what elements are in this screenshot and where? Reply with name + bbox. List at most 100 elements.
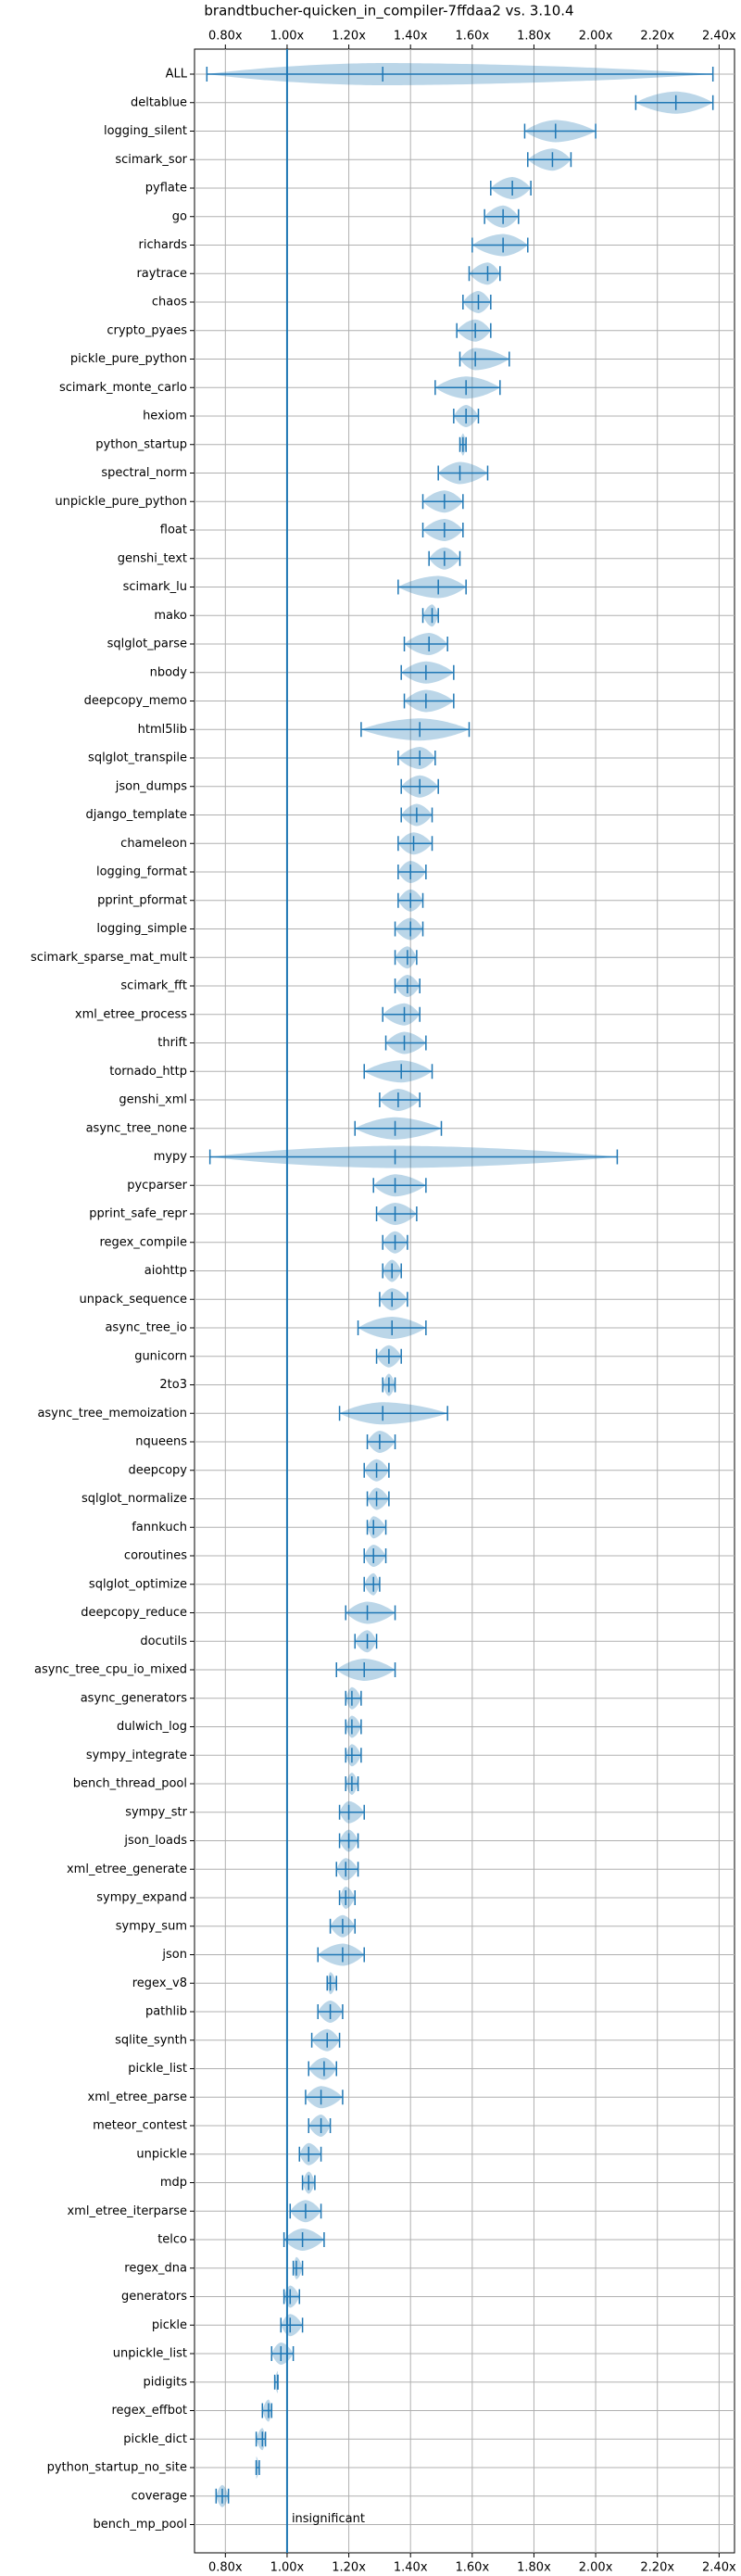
x-tick-label: 1.60x [456,2561,490,2575]
y-tick-label: unpickle [136,2147,187,2161]
y-tick-label: logging_silent [104,124,187,138]
y-tick-label: deltablue [131,95,187,109]
y-tick-label: async_generators [81,1691,188,1705]
y-tick-label: gunicorn [134,1349,187,1363]
y-tick-label: mypy [154,1150,188,1164]
y-tick-label: 2to3 [159,1378,187,1392]
x-tick-label: 2.40x [702,2561,736,2575]
y-tick-label: deepcopy [128,1463,187,1477]
y-tick-label: chaos [152,296,187,309]
annotation: insignificant [292,2512,365,2526]
y-tick-label: scimark_sparse_mat_mult [31,951,187,965]
y-tick-label: pidigits [144,2375,188,2389]
y-tick-label: scimark_sor [115,153,187,167]
y-tick-label: sqlglot_transpile [88,751,187,765]
plot-frame [194,48,735,2554]
y-tick-label: async_tree_memoization [37,1407,187,1421]
y-tick-label: meteor_contest [93,2119,187,2133]
y-tick-label: sympy_integrate [86,1749,187,1762]
y-tick-label: telco [157,2233,187,2247]
y-tick-label: spectral_norm [101,466,187,480]
y-tick-label: xml_etree_parse [88,2090,187,2104]
y-tick-label: async_tree_cpu_io_mixed [34,1663,187,1677]
x-tick-label: 2.20x [640,30,674,44]
y-tick-label: json_dumps [115,779,187,793]
y-tick-label: pprint_safe_repr [89,1207,187,1221]
y-tick-label: deepcopy_reduce [81,1606,187,1620]
y-tick-label: pickle_dict [123,2432,187,2446]
y-tick-label: thrift [157,1036,187,1050]
y-tick-label: html5lib [138,723,187,737]
x-tick-label: 0.80x [208,30,243,44]
x-tick-label: 2.00x [579,2561,613,2575]
y-tick-label: coroutines [124,1549,187,1563]
x-tick-label: 1.40x [394,30,428,44]
y-tick-label: logging_simple [96,922,187,936]
y-tick-label: regex_dna [124,2261,187,2275]
y-tick-label: richards [139,238,188,252]
y-tick-label: regex_v8 [132,1976,187,1990]
y-tick-label: fannkuch [132,1521,187,1534]
x-tick-label: 1.80x [517,30,551,44]
y-tick-label: sympy_str [125,1805,187,1819]
x-tick-label: 2.20x [640,2561,674,2575]
y-tick-label: docutils [140,1635,187,1648]
y-tick-label: generators [121,2290,187,2304]
y-tick-label: xml_etree_iterparse [67,2204,187,2218]
y-tick-label: xml_etree_process [75,1007,187,1021]
y-tick-label: regex_effbot [111,2404,187,2418]
y-tick-label: pyflate [145,182,187,196]
y-tick-label: async_tree_io [105,1321,187,1335]
y-tick-label: sympy_sum [116,1919,187,1933]
y-tick-label: dulwich_log [117,1720,187,1734]
y-tick-label: nqueens [135,1435,187,1449]
y-tick-label: xml_etree_generate [67,1863,187,1876]
y-tick-label: sqlglot_optimize [89,1577,187,1591]
y-tick-label: regex_compile [99,1235,187,1249]
x-tick-label: 1.60x [456,30,490,44]
x-tick-label: 2.00x [579,30,613,44]
y-tick-label: django_template [86,808,187,822]
x-tick-label: 2.40x [702,30,736,44]
y-tick-label: unpickle_pure_python [55,495,187,509]
y-tick-label: unpack_sequence [79,1293,187,1307]
y-tick-label: scimark_monte_carlo [59,381,187,395]
y-tick-label: pathlib [145,2005,187,2019]
y-tick-label: async_tree_none [86,1121,187,1135]
y-tick-label: json_loads [123,1834,187,1848]
y-tick-label: pprint_pformat [97,893,187,907]
y-tick-label: sqlglot_parse [107,638,187,651]
y-tick-label: bench_mp_pool [93,2518,187,2532]
y-tick-label: go [172,209,187,223]
y-tick-label: hexiom [143,410,187,423]
y-tick-label: python_startup [95,437,187,451]
y-tick-label: mako [154,609,187,623]
y-tick-label: genshi_xml [119,1093,187,1107]
x-tick-label: 1.00x [270,2561,305,2575]
y-tick-label: nbody [150,665,188,679]
y-tick-label: sqlite_synth [115,2033,187,2047]
y-tick-label: python_startup_no_site [47,2461,187,2475]
y-tick-label: tornado_http [109,1065,187,1079]
y-tick-label: aiohttp [144,1264,187,1278]
y-tick-label: ALL [166,68,188,82]
y-tick-label: bench_thread_pool [73,1777,187,1791]
y-tick-label: crypto_pyaes [107,323,187,337]
y-tick-label: coverage [132,2489,187,2503]
x-tick-label: 1.40x [394,2561,428,2575]
y-tick-label: pickle_pure_python [70,352,187,366]
y-tick-label: scimark_lu [123,580,187,594]
y-tick-label: genshi_text [118,551,187,565]
x-tick-label: 0.80x [208,2561,243,2575]
y-tick-label: scimark_fft [120,979,187,993]
x-tick-label: 1.00x [270,30,305,44]
chart-title: brandtbucher-quicken_in_compiler-7ffdaa2… [204,3,573,20]
y-tick-label: raytrace [136,267,187,281]
y-tick-label: json [161,1948,187,1962]
y-tick-label: mdp [160,2176,187,2190]
y-tick-label: logging_format [96,865,187,879]
x-tick-label: 1.80x [517,2561,551,2575]
y-tick-label: sympy_expand [96,1891,187,1905]
